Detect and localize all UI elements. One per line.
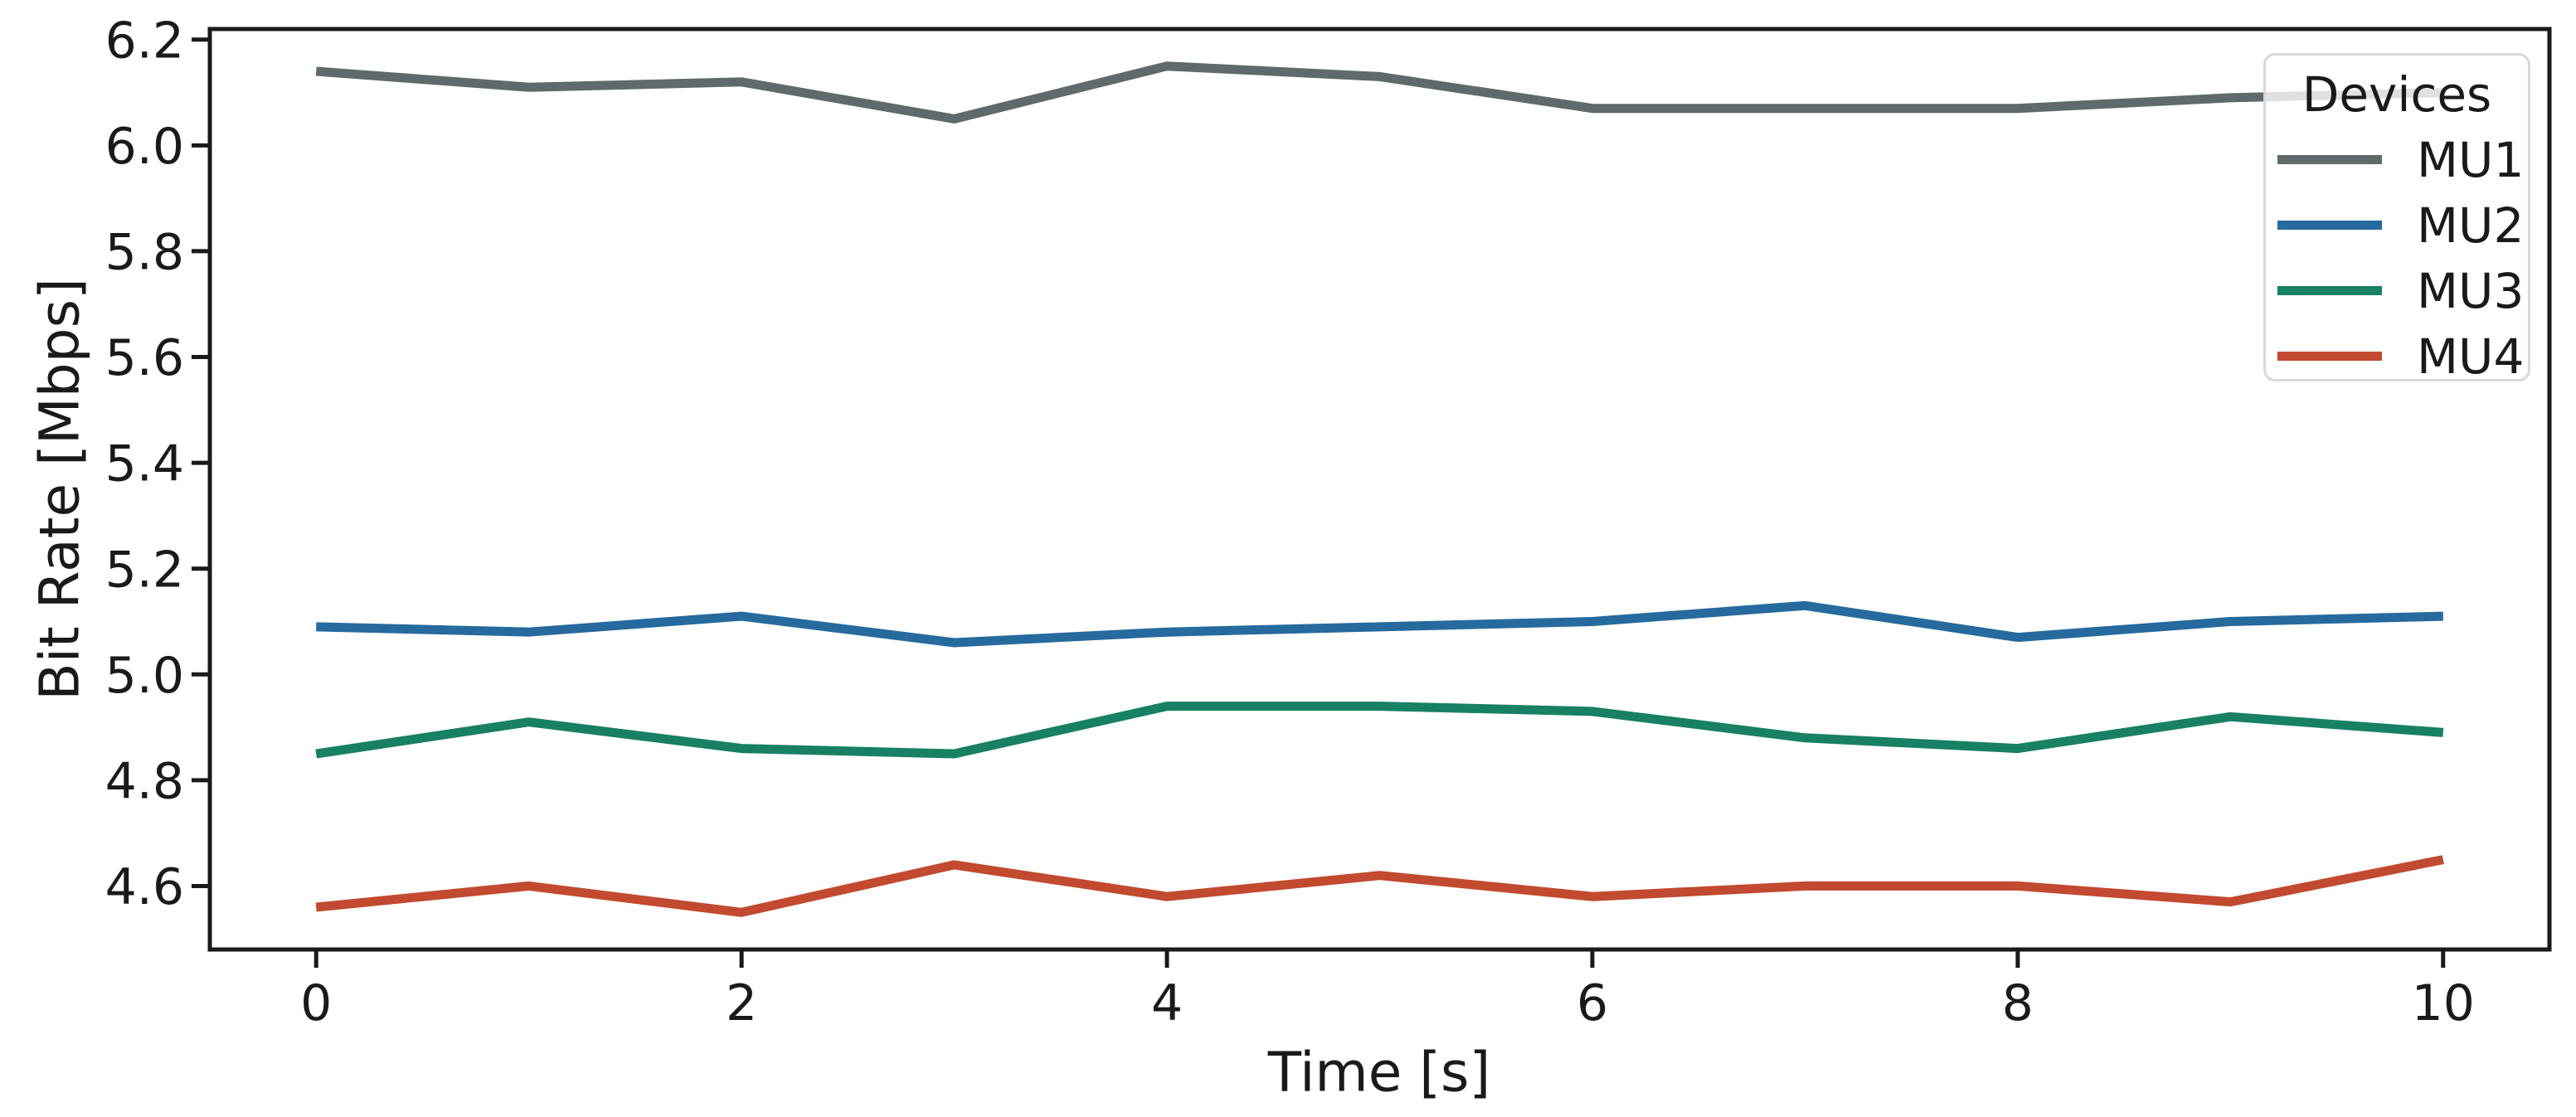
series-line-mu3 (315, 702, 2444, 759)
legend-item-mu4: MU4 (2266, 323, 2528, 389)
legend-item-mu2: MU2 (2266, 192, 2528, 258)
series-line-mu4 (315, 855, 2444, 917)
y-tick-label: 5.0 (105, 647, 184, 705)
x-tick-label: 0 (300, 974, 332, 1032)
legend-label-mu4: MU4 (2417, 328, 2525, 385)
legend-items: MU1 MU2 MU3 MU4 (2266, 122, 2528, 389)
y-tick-label: 5.2 (105, 541, 184, 599)
x-tick-label: 6 (1577, 974, 1608, 1032)
legend-swatch-mu2 (2277, 221, 2382, 230)
legend-label-mu2: MU2 (2417, 197, 2525, 254)
legend-item-mu3: MU3 (2266, 258, 2528, 323)
legend-label-mu3: MU3 (2417, 262, 2525, 319)
y-tick-label: 5.8 (105, 224, 184, 282)
x-axis-label: Time [s] (1267, 1040, 1491, 1105)
legend-swatch-mu1 (2277, 155, 2382, 164)
legend: Devices MU1 MU2 MU3 MU4 (2263, 53, 2530, 385)
plot-border (207, 27, 2552, 952)
legend-item-mu1: MU1 (2266, 127, 2528, 192)
y-tick-label: 6.2 (105, 12, 184, 70)
legend-swatch-mu4 (2277, 352, 2382, 361)
y-tick-label: 4.8 (105, 752, 184, 810)
y-tick-label: 6.0 (105, 118, 184, 176)
legend-title: Devices (2301, 66, 2492, 123)
x-tick-label: 2 (726, 974, 757, 1032)
legend-swatch-mu3 (2277, 286, 2382, 295)
series-line-mu1 (315, 61, 2443, 124)
x-tick-label: 4 (1151, 974, 1183, 1032)
y-axis-label: Bit Rate [Mbps] (27, 278, 92, 701)
y-tick-label: 5.4 (105, 435, 184, 493)
series-line-mu2 (316, 600, 2443, 648)
y-tick-label: 4.6 (105, 858, 184, 916)
legend-label-mu1: MU1 (2417, 131, 2525, 188)
x-tick-label: 8 (2002, 974, 2034, 1032)
y-tick-label: 5.6 (105, 329, 184, 387)
x-tick-label: 10 (2412, 974, 2475, 1032)
